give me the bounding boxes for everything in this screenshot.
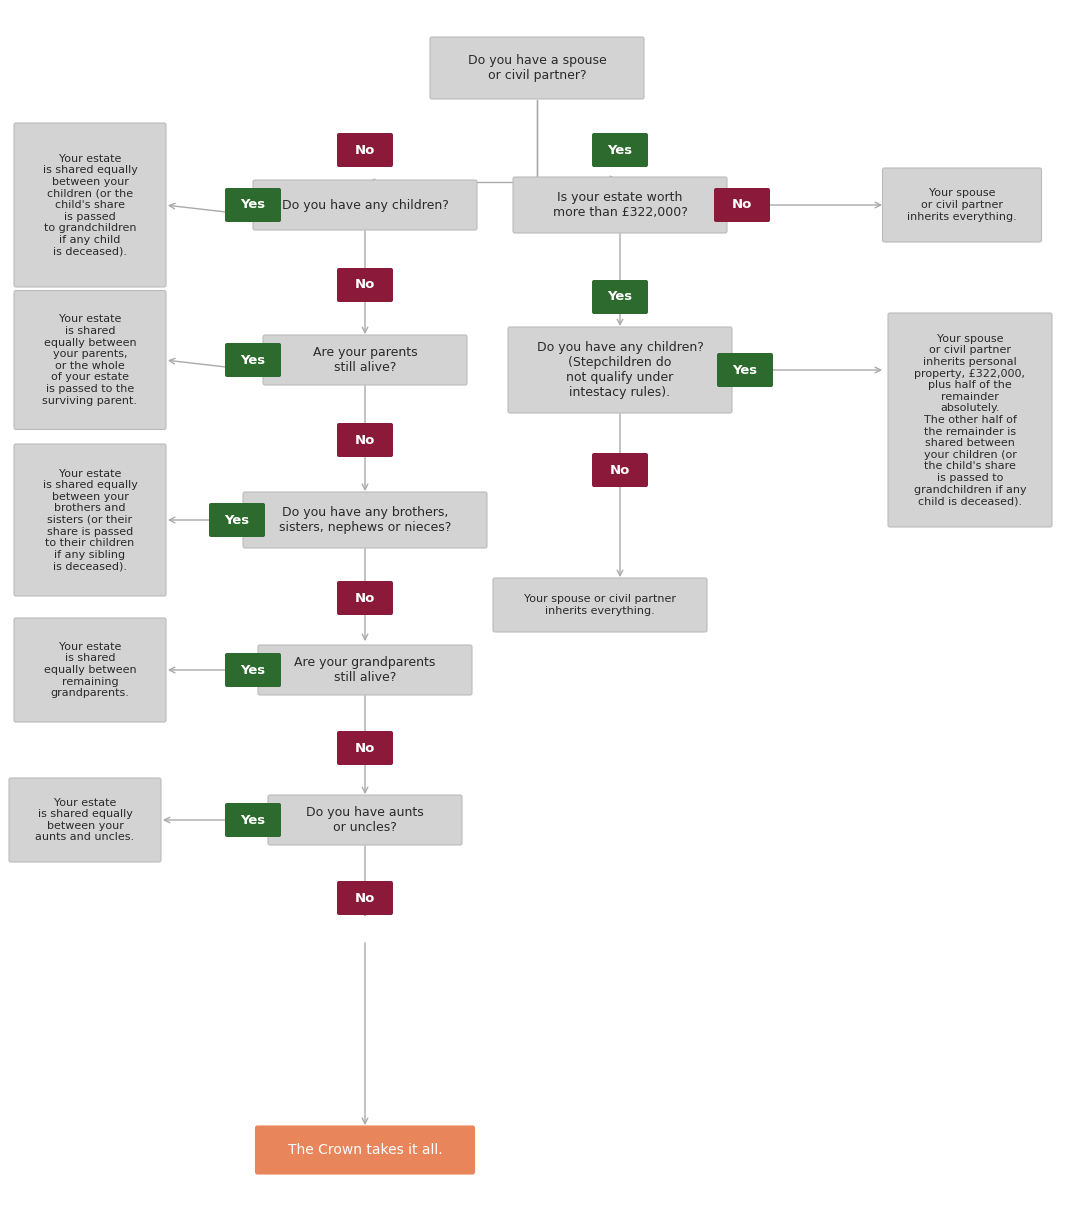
Text: No: No [354, 592, 375, 605]
FancyBboxPatch shape [14, 618, 166, 722]
FancyBboxPatch shape [883, 168, 1042, 242]
FancyBboxPatch shape [224, 653, 281, 687]
FancyBboxPatch shape [256, 1127, 475, 1174]
FancyBboxPatch shape [592, 280, 648, 315]
Text: The Crown takes it all.: The Crown takes it all. [288, 1143, 442, 1157]
FancyBboxPatch shape [253, 180, 477, 230]
Text: No: No [354, 144, 375, 156]
FancyBboxPatch shape [714, 188, 770, 221]
FancyBboxPatch shape [337, 267, 393, 302]
FancyBboxPatch shape [592, 453, 648, 486]
Text: No: No [610, 463, 630, 477]
FancyBboxPatch shape [508, 327, 732, 413]
Text: Yes: Yes [241, 198, 265, 212]
FancyBboxPatch shape [224, 188, 281, 221]
Text: Yes: Yes [241, 353, 265, 367]
FancyBboxPatch shape [224, 803, 281, 837]
Text: Your spouse
or civil partner
inherits everything.: Your spouse or civil partner inherits ev… [908, 189, 1017, 221]
Text: Are your grandparents
still alive?: Are your grandparents still alive? [294, 656, 436, 684]
Text: Your estate
is shared
equally between
remaining
grandparents.: Your estate is shared equally between re… [44, 641, 136, 698]
FancyBboxPatch shape [14, 290, 166, 430]
FancyBboxPatch shape [224, 342, 281, 378]
Text: Do you have any children?: Do you have any children? [281, 198, 449, 212]
Text: Do you have aunts
or uncles?: Do you have aunts or uncles? [306, 806, 424, 834]
Text: No: No [354, 433, 375, 446]
Text: Yes: Yes [732, 363, 757, 376]
Text: Your estate
is shared equally
between your
children (or the
child's share
is pas: Your estate is shared equally between yo… [43, 154, 137, 257]
FancyBboxPatch shape [888, 313, 1053, 528]
Text: Your spouse or civil partner
inherits everything.: Your spouse or civil partner inherits ev… [524, 594, 676, 616]
Text: Yes: Yes [241, 813, 265, 826]
Text: Your estate
is shared equally
between your
brothers and
sisters (or their
share : Your estate is shared equally between yo… [43, 468, 137, 571]
Text: Yes: Yes [608, 144, 633, 156]
FancyBboxPatch shape [209, 503, 265, 537]
Text: Is your estate worth
more than £322,000?: Is your estate worth more than £322,000? [552, 191, 687, 219]
FancyBboxPatch shape [337, 581, 393, 615]
FancyBboxPatch shape [493, 578, 707, 632]
FancyBboxPatch shape [14, 444, 166, 597]
Text: No: No [354, 892, 375, 905]
Text: Are your parents
still alive?: Are your parents still alive? [313, 346, 418, 374]
Text: No: No [731, 198, 752, 212]
FancyBboxPatch shape [337, 133, 393, 167]
Text: Yes: Yes [608, 290, 633, 304]
FancyBboxPatch shape [243, 492, 487, 548]
FancyBboxPatch shape [14, 123, 166, 287]
FancyBboxPatch shape [337, 731, 393, 765]
Text: Your estate
is shared
equally between
your parents,
or the whole
of your estate
: Your estate is shared equally between yo… [43, 315, 137, 405]
Text: Your estate
is shared equally
between your
aunts and uncles.: Your estate is shared equally between yo… [35, 797, 134, 842]
Text: Do you have a spouse
or civil partner?: Do you have a spouse or civil partner? [467, 54, 607, 82]
FancyBboxPatch shape [337, 424, 393, 457]
FancyBboxPatch shape [268, 795, 462, 845]
FancyBboxPatch shape [337, 881, 393, 915]
FancyBboxPatch shape [9, 778, 161, 862]
Text: Do you have any brothers,
sisters, nephews or nieces?: Do you have any brothers, sisters, nephe… [279, 506, 451, 534]
FancyBboxPatch shape [263, 335, 467, 385]
Text: Your spouse
or civil partner
inherits personal
property, £322,000,
plus half of : Your spouse or civil partner inherits pe… [914, 334, 1027, 506]
FancyBboxPatch shape [430, 38, 644, 99]
Text: Yes: Yes [224, 513, 249, 526]
Text: Yes: Yes [241, 663, 265, 676]
FancyBboxPatch shape [592, 133, 648, 167]
Text: Do you have any children?
(Stepchildren do
not qualify under
intestacy rules).: Do you have any children? (Stepchildren … [537, 341, 703, 399]
FancyBboxPatch shape [513, 177, 727, 234]
FancyBboxPatch shape [717, 353, 773, 387]
Text: No: No [354, 278, 375, 292]
Text: No: No [354, 742, 375, 755]
FancyBboxPatch shape [258, 645, 471, 695]
